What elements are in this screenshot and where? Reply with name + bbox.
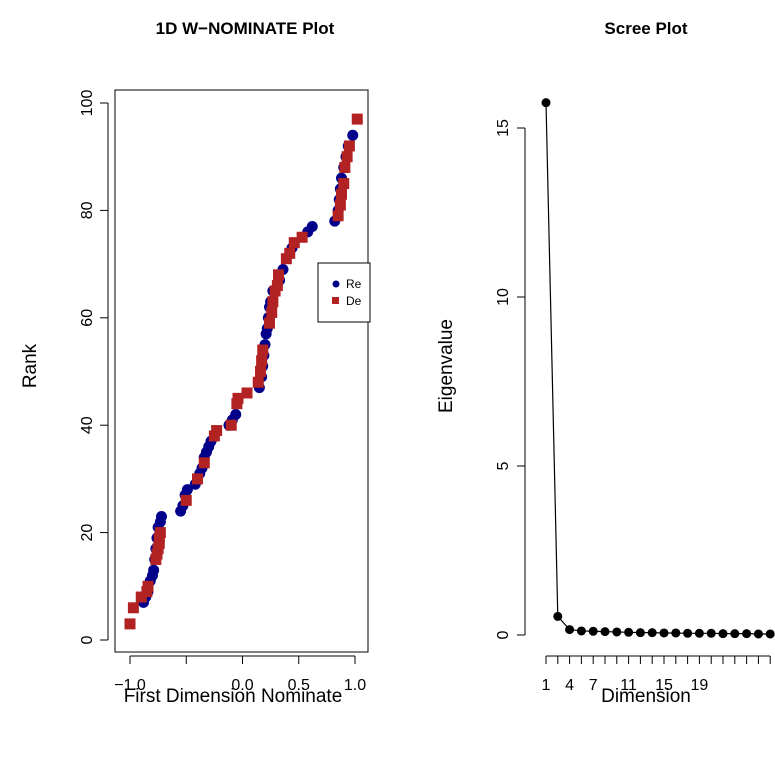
point-de [211,425,223,437]
nominate-points [124,113,363,630]
scree-x-tick-label: 19 [691,677,709,694]
point-de [273,269,284,281]
nominate-y-tick-label: 80 [79,201,96,219]
scree-point [600,627,610,637]
point-re [230,408,242,420]
point-de [332,210,344,222]
point-de [198,457,210,469]
nominate-plot-title: 1D W−NOMINATE Plot [156,19,335,38]
point-re [347,129,359,141]
scree-plot-title: Scree Plot [604,19,687,38]
point-de [334,199,346,211]
nominate-legend: Re De [317,262,371,323]
nominate-x-tick-label: −1.0 [114,677,146,694]
scree-point [624,627,634,637]
scree-plot-panel: Scree Plot Dimension Eigenvalue 0 5 10 15 1 4… [436,19,775,707]
scree-y-tick-label: 15 [495,119,512,137]
point-re [306,221,318,233]
point-de [256,355,268,367]
nominate-y-tick-label: 40 [79,416,96,434]
nominate-y-tick-label: 0 [79,635,96,644]
nominate-x-tick-label: 1.0 [344,677,366,694]
point-de [284,247,296,259]
scree-axes: 0 5 10 15 1 4 7 11 15 19 [495,119,771,694]
nominate-axes: −1.0 0.0 0.5 1.0 0 20 40 60 80 100 [79,90,366,694]
point-de [142,580,154,592]
point-de [154,527,166,539]
nominate-x-tick-label: 0.0 [231,677,253,694]
scree-point [683,628,693,638]
scree-point [659,628,669,638]
scree-point [765,629,775,639]
scree-point [576,626,586,636]
point-de [257,344,269,356]
legend-circle-marker [332,280,340,288]
point-de [192,473,203,485]
nominate-y-tick-label: 20 [79,524,96,542]
scree-point [635,628,645,638]
point-re [156,510,167,522]
scree-point [588,626,598,636]
point-de [225,419,237,431]
point-de [267,296,279,308]
scree-x-tick-label: 1 [542,677,551,694]
scree-y-tick-label: 10 [495,288,512,306]
point-de [127,602,139,614]
nominate-y-tick-label: 60 [79,309,96,327]
point-de [341,151,353,163]
scree-series [541,98,775,639]
scree-point [647,628,657,638]
point-de [338,178,350,190]
scree-x-axis-label: Dimension [601,686,691,707]
scree-point [671,628,681,638]
nominate-x-axis-label: First Dimension Nominate [124,686,343,707]
nominate-y-tick-label: 100 [79,90,96,117]
scree-x-tick-label: 7 [589,677,598,694]
point-de [288,237,300,249]
point-de [271,280,283,292]
point-de [180,494,192,506]
scree-point [742,629,752,639]
scree-point [730,629,740,639]
nominate-x-tick-label: 0.5 [288,677,310,694]
scree-point [553,611,563,621]
scree-point [612,627,622,637]
scree-point [694,628,704,638]
point-de [135,591,147,603]
point-de [241,387,253,399]
scree-y-tick-label: 0 [495,630,512,639]
point-de [336,188,347,200]
point-de [296,231,308,243]
legend-entry-de: De [346,294,362,308]
scree-point [753,629,763,639]
point-re [181,484,193,496]
point-re [148,564,160,576]
point-de [124,618,136,630]
scree-x-tick-label: 15 [655,677,673,694]
point-de [351,113,363,125]
legend-box [317,262,371,323]
scree-x-tick-label: 4 [565,677,574,694]
point-de [252,376,264,388]
nominate-plot-panel: 1D W−NOMINATE Plot First Dimension Nomin… [20,19,371,707]
point-de [266,306,278,318]
scree-point [706,628,716,638]
point-de [264,317,275,329]
scree-line [545,102,771,635]
legend-square-marker [332,297,339,304]
scree-y-tick-label: 5 [495,461,512,470]
point-de [339,161,351,173]
legend-entry-re: Re [346,277,362,291]
scree-point [541,98,551,108]
nominate-y-axis-label: Rank [20,343,41,388]
nominate-plot-frame [114,89,369,653]
scree-point [565,625,575,635]
scree-point [718,629,728,639]
point-de [343,140,355,152]
point-de [232,392,244,404]
point-de [255,366,266,377]
scree-y-axis-label: Eigenvalue [436,319,457,413]
scree-x-tick-label: 11 [620,677,637,694]
